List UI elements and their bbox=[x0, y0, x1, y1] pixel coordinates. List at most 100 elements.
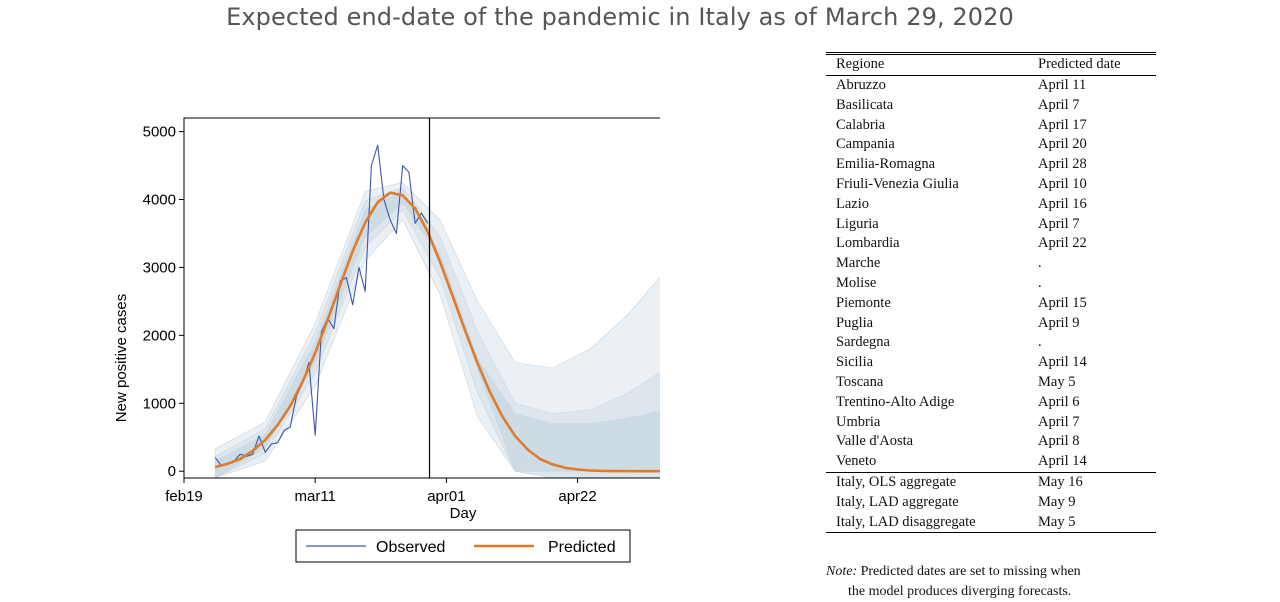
cell-predicted-date: April 8 bbox=[1038, 433, 1080, 450]
x-tick-label: apr22 bbox=[558, 488, 596, 505]
table-note: Note: Predicted dates are set to missing… bbox=[826, 562, 1166, 602]
cell-predicted-date: May 9 bbox=[1038, 493, 1076, 510]
table-row: Italy, LAD disaggregate May 5 bbox=[826, 512, 1156, 534]
regional-forecast-table-wrap: Regione Predicted date Abruzzo April 11 Ba… bbox=[826, 52, 1156, 534]
note-line-2: the model produces diverging forecasts. bbox=[848, 584, 1072, 599]
legend-predicted-label: Predicted bbox=[548, 539, 616, 556]
table-row: Lazio April 16 bbox=[826, 195, 1156, 215]
cell-region: Trentino-Alto Adige bbox=[836, 393, 955, 410]
cell-region: Marche bbox=[836, 255, 881, 272]
table-row: Umbria April 7 bbox=[826, 413, 1156, 433]
page-title: Expected end-date of the pandemic in Ita… bbox=[226, 3, 1014, 31]
cell-region: Sicilia bbox=[836, 354, 874, 371]
cell-region: Sardegna bbox=[836, 334, 890, 351]
cell-region: Italy, LAD aggregate bbox=[836, 493, 959, 510]
cell-region: Piemonte bbox=[836, 294, 891, 311]
y-tick-label: 3000 bbox=[143, 259, 176, 276]
cell-region: Friuli-Venezia Giulia bbox=[836, 175, 959, 192]
cell-region: Valle d'Aosta bbox=[836, 433, 914, 450]
cell-predicted-date: April 10 bbox=[1038, 175, 1087, 192]
table-row: Veneto April 14 bbox=[826, 452, 1156, 472]
y-tick-label: 0 bbox=[168, 463, 176, 480]
cell-predicted-date: April 17 bbox=[1038, 116, 1087, 133]
table-row: Abruzzo April 11 bbox=[826, 76, 1156, 96]
y-tick-label: 2000 bbox=[143, 327, 176, 344]
table-header-row: Regione Predicted date bbox=[826, 53, 1156, 76]
predicted-series-line bbox=[214, 191, 660, 473]
cell-predicted-date: May 5 bbox=[1038, 373, 1076, 390]
cell-region: Toscana bbox=[836, 373, 884, 390]
cell-predicted-date: May 16 bbox=[1028, 471, 1156, 493]
cell-predicted-date: April 14 bbox=[1038, 453, 1087, 470]
cell-region: Lombardia bbox=[836, 235, 900, 252]
region-rows: Abruzzo April 11 Basilicata April 7 Calabria… bbox=[826, 76, 1156, 473]
cell-predicted-date: April 7 bbox=[1038, 413, 1080, 430]
y-tick-label: 5000 bbox=[143, 124, 176, 141]
x-tick-label: mar11 bbox=[294, 488, 335, 505]
legend: Observed Predicted bbox=[295, 529, 631, 563]
x-tick-label: apr01 bbox=[427, 488, 465, 505]
cell-predicted-date: . bbox=[1038, 334, 1042, 351]
cell-predicted-date: April 15 bbox=[1038, 294, 1087, 311]
note-label: Note: bbox=[826, 564, 858, 579]
cell-predicted-date: April 7 bbox=[1038, 215, 1080, 232]
cell-predicted-date: April 9 bbox=[1038, 314, 1080, 331]
cell-region: Puglia bbox=[836, 314, 874, 331]
table-row: Liguria April 7 bbox=[826, 215, 1156, 235]
cell-region: Umbria bbox=[836, 413, 881, 430]
cell-region: Veneto bbox=[836, 453, 877, 470]
cell-predicted-date: April 20 bbox=[1038, 136, 1087, 153]
cell-region: Italy, LAD disaggregate bbox=[826, 512, 1028, 534]
cell-predicted-date: April 22 bbox=[1038, 235, 1087, 252]
cell-region: Calabria bbox=[836, 116, 886, 133]
table-row: Lombardia April 22 bbox=[826, 234, 1156, 254]
cell-predicted-date: April 28 bbox=[1038, 156, 1087, 173]
cell-predicted-date: May 5 bbox=[1028, 512, 1156, 534]
table-row: Calabria April 17 bbox=[826, 116, 1156, 136]
table-row: Italy, OLS aggregate May 16 bbox=[826, 471, 1156, 493]
cell-region: Emilia-Romagna bbox=[836, 156, 936, 173]
table-row: Puglia April 9 bbox=[826, 314, 1156, 334]
table-row: Piemonte April 15 bbox=[826, 294, 1156, 314]
table-row: Italy, LAD aggregate May 9 bbox=[826, 493, 1156, 513]
table-row: Marche. bbox=[826, 254, 1156, 274]
reference-lines bbox=[428, 118, 431, 478]
table-row: Friuli-Venezia Giulia April 10 bbox=[826, 175, 1156, 195]
cell-region: Lazio bbox=[836, 195, 870, 212]
cell-predicted-date: April 6 bbox=[1038, 393, 1080, 410]
table-row: Sardegna. bbox=[826, 333, 1156, 353]
cell-predicted-date: April 11 bbox=[1038, 77, 1087, 93]
x-axis-label: Day bbox=[450, 505, 477, 522]
confidence-band-0 bbox=[214, 182, 660, 479]
series-lines bbox=[214, 144, 660, 473]
observed-series-line bbox=[214, 144, 429, 467]
legend-observed-label: Observed bbox=[376, 539, 445, 556]
aggregate-rows: Italy, OLS aggregate May 16 Italy, LAD agg… bbox=[826, 471, 1156, 534]
cell-predicted-date: . bbox=[1038, 255, 1042, 272]
table-row: Molise. bbox=[826, 274, 1156, 294]
cell-region: Molise bbox=[836, 274, 877, 291]
cell-predicted-date: April 16 bbox=[1038, 195, 1087, 212]
cell-predicted-date: April 7 bbox=[1038, 96, 1080, 113]
table-row: Trentino-Alto Adige April 6 bbox=[826, 393, 1156, 413]
cell-predicted-date: April 14 bbox=[1038, 354, 1087, 371]
table-row: Campania April 20 bbox=[826, 135, 1156, 155]
header-predicted-date: Predicted date bbox=[1038, 56, 1121, 73]
plot-area-border bbox=[183, 117, 660, 479]
y-tick-label: 1000 bbox=[143, 395, 176, 412]
cell-region: Campania bbox=[836, 136, 895, 153]
table-row: Basilicata April 7 bbox=[826, 96, 1156, 116]
regional-forecast-table: Regione Predicted date Abruzzo April 11 Ba… bbox=[826, 52, 1156, 534]
y-axis-label: New positive cases bbox=[113, 294, 130, 422]
x-tick-label: feb19 bbox=[165, 488, 203, 505]
header-region: Regione bbox=[836, 56, 885, 73]
y-tick-label: 4000 bbox=[143, 192, 176, 209]
table-row: Emilia-Romagna April 28 bbox=[826, 155, 1156, 175]
cell-region: Basilicata bbox=[836, 96, 894, 113]
cell-region: Liguria bbox=[836, 215, 879, 232]
confidence-bands bbox=[214, 182, 660, 479]
cell-predicted-date: . bbox=[1038, 274, 1042, 291]
table-row: Sicilia April 14 bbox=[826, 353, 1156, 373]
table-row: Valle d'Aosta April 8 bbox=[826, 432, 1156, 452]
cell-region: Abruzzo bbox=[836, 77, 886, 93]
